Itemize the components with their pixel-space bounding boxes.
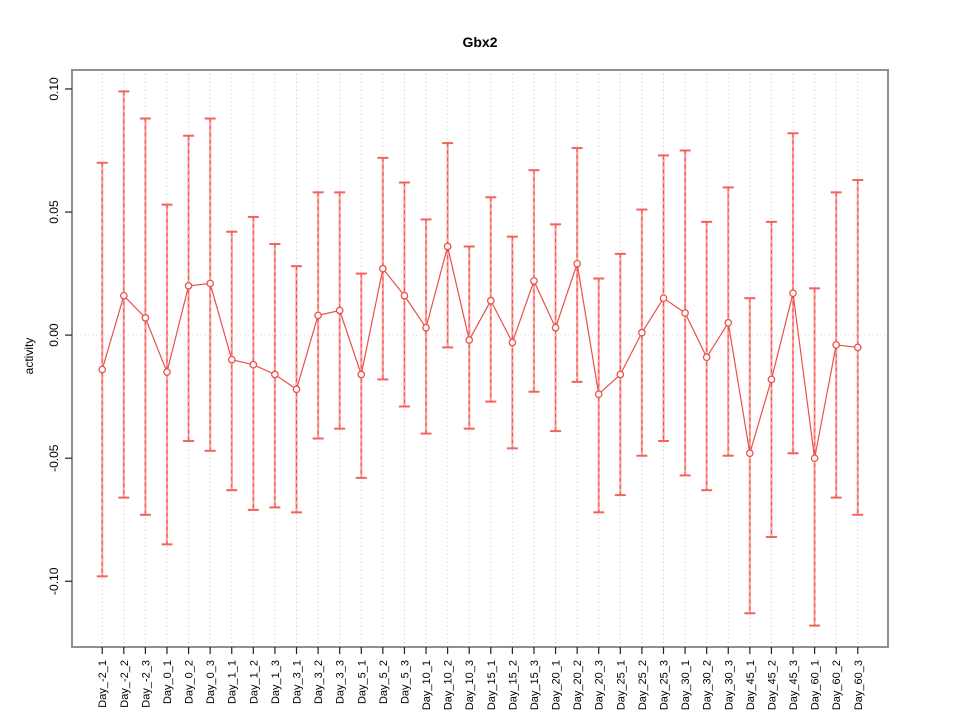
x-tick-label: Day_60_1 [810,660,822,710]
data-point [271,370,279,379]
data-point [400,291,409,300]
x-tick-label: Day_10_3 [464,660,476,710]
chart-title: Gbx2 [462,34,498,50]
x-tick-label: Day_20_1 [551,660,563,710]
data-point [443,242,452,251]
data-point [789,289,797,298]
x-tick-label: Day_45_2 [766,660,778,710]
x-tick-label: Day_30_2 [702,660,714,710]
data-point [335,306,344,315]
x-tick-label: Day_0_1 [162,660,174,704]
x-tick-label: Day_3_3 [335,660,347,704]
x-tick-label: Day_30_1 [680,660,692,710]
data-point [810,454,819,463]
data-point [767,375,776,384]
data-point [184,282,193,290]
data-point [702,353,711,362]
x-tick-label: Day_10_1 [421,660,433,710]
data-point [724,318,733,327]
data-point [314,311,322,320]
data-point [594,390,603,399]
x-tick-label: Day_25_1 [615,660,627,710]
data-point [659,294,668,303]
data-point [163,368,171,376]
x-tick-label: Day_10_2 [443,660,455,710]
x-tick-label: Day_25_2 [637,660,649,710]
x-tick-label: Day_3_2 [313,660,325,704]
data-point [551,323,560,332]
y-tick-label: -0.10 [47,567,61,595]
data-point [853,343,862,352]
data-point [616,370,625,379]
data-point [98,365,107,374]
data-point [638,328,646,337]
x-tick-label: Day_20_2 [572,660,584,710]
data-point [486,296,495,305]
data-point [422,323,430,332]
x-tick-label: Day_15_3 [529,660,541,710]
y-tick-label: 0.00 [47,323,61,347]
x-tick-label: Day_1_3 [270,660,282,704]
x-tick-label: Day_-2_3 [140,660,152,708]
data-point [508,338,517,347]
data-point [141,314,150,322]
x-tick-label: Day_5_3 [399,660,411,704]
plot-border [71,69,889,648]
x-tick-label: Day_15_2 [507,660,519,710]
data-point [292,385,301,394]
x-tick-label: Day_20_3 [594,660,606,710]
x-tick-label: Day_25_3 [658,660,670,710]
data-point [357,370,366,379]
y-tick-label: 0.10 [47,77,61,101]
data-point [465,336,474,344]
data-point [745,449,754,458]
x-tick-label: Day_45_3 [788,660,800,710]
x-tick-label: Day_45_1 [745,660,757,710]
x-tick-label: Day_60_3 [853,660,865,710]
x-tick-label: Day_5_2 [378,660,390,704]
data-point [681,309,689,317]
x-tick-label: Day_1_1 [227,660,239,704]
data-point [832,341,841,349]
data-point [206,279,215,288]
x-tick-label: Day_-2_2 [119,660,131,708]
y-tick-label: -0.05 [47,444,61,472]
x-tick-label: Day_0_2 [184,660,196,704]
x-tick-label: Day_0_3 [205,660,217,704]
x-tick-label: Day_3_1 [292,660,304,704]
y-tick-label: 0.05 [47,200,61,224]
x-tick-label: Day_60_2 [831,660,843,710]
data-point [249,360,258,369]
x-tick-label: Day_1_2 [248,660,260,704]
x-tick-label: Day_30_3 [723,660,735,710]
data-point [119,291,128,300]
data-point [227,355,236,364]
x-tick-label: Day_5_1 [356,660,368,704]
data-point [379,264,387,273]
x-tick-label: Day_15_1 [486,660,498,710]
series-line [101,246,858,459]
x-tick-label: Day_-2_1 [97,660,109,708]
data-point [530,277,538,285]
data-point [573,259,581,268]
